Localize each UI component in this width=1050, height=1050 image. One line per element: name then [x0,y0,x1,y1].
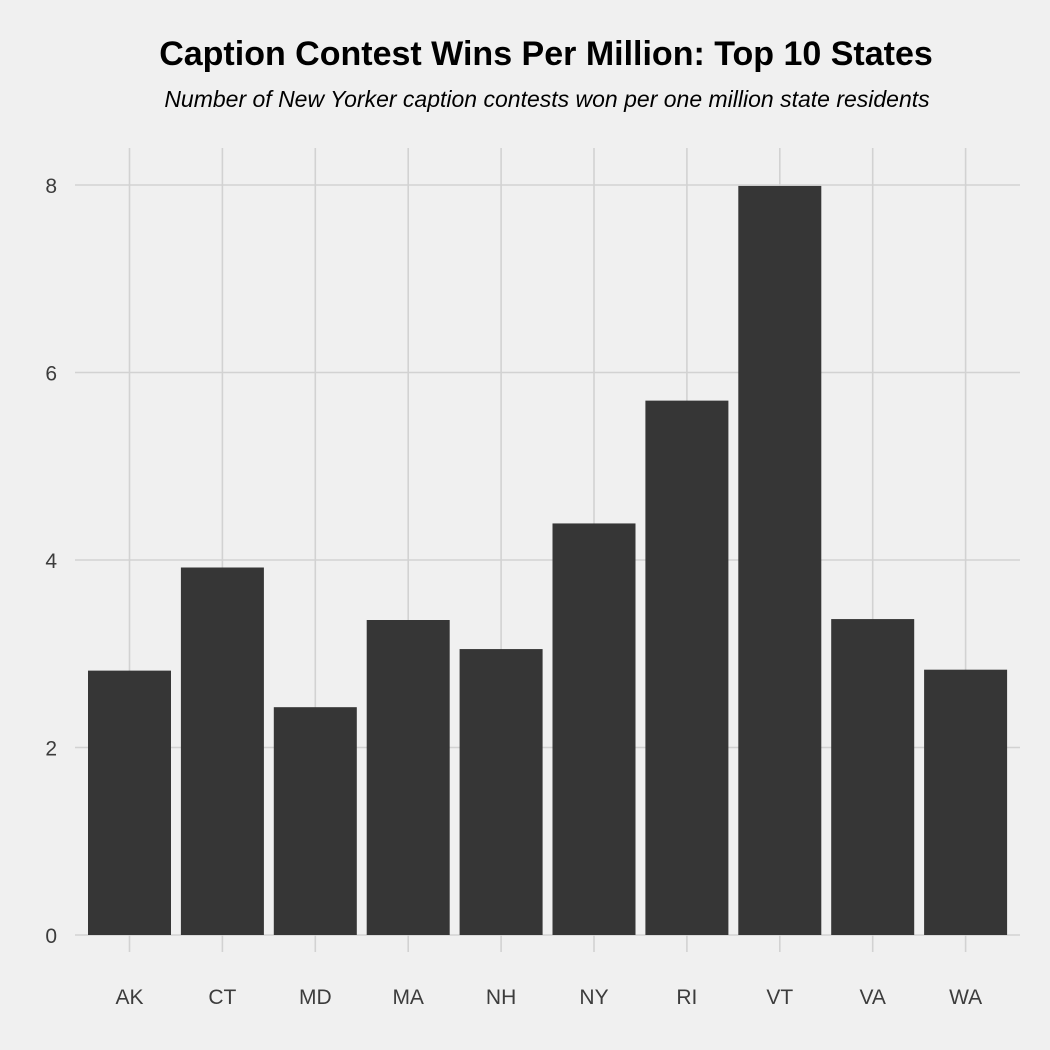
y-axis-tick-labels: 0 2 4 6 8 [45,175,57,948]
bar-ct [180,567,264,935]
x-tick-label-ct: CT [208,986,236,1009]
bar-wa [924,669,1008,935]
y-tick-label-2: 2 [45,738,57,761]
bar-va [831,619,915,935]
bar-ma [366,620,450,935]
x-tick-label-ny: NY [579,986,608,1009]
x-axis-tick-labels: AK CT MD MA NH NY RI VT VA WA [115,986,982,1009]
x-tick-label-ri: RI [676,986,697,1009]
bar-nh [459,649,543,935]
y-tick-label-6: 6 [45,363,57,386]
x-tick-label-va: VA [859,986,885,1009]
bar-ak [88,670,171,935]
y-tick-label-0: 0 [45,925,57,948]
bar-md [273,707,357,935]
x-tick-label-wa: WA [949,986,982,1009]
bar-ri [645,400,729,935]
bars [88,185,1008,935]
bar-ny [552,523,636,935]
x-tick-label-ma: MA [392,986,424,1009]
y-tick-label-4: 4 [45,550,57,573]
x-tick-label-md: MD [299,986,332,1009]
x-tick-label-vt: VT [766,986,793,1009]
chart-title: Caption Contest Wins Per Million: Top 10… [159,35,933,73]
x-tick-label-nh: NH [486,986,516,1009]
bar-vt [738,185,822,935]
y-tick-label-8: 8 [45,175,57,198]
x-tick-label-ak: AK [115,986,143,1009]
chart-subtitle: Number of New Yorker caption contests wo… [164,86,930,112]
